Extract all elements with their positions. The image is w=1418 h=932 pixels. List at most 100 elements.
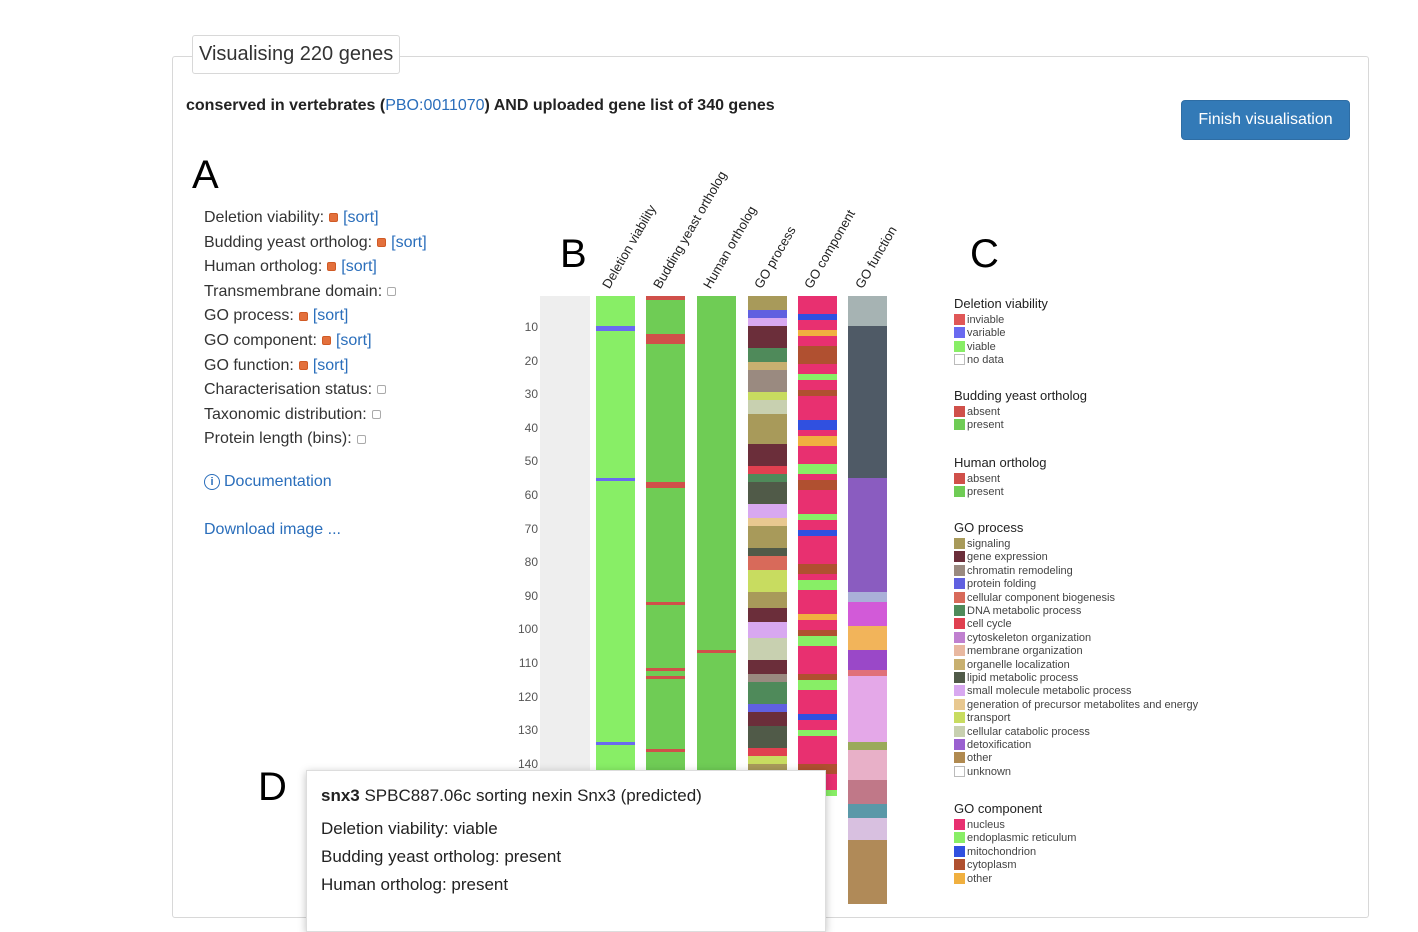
legend-item: present [954, 486, 1004, 499]
heatmap-cell [798, 396, 837, 414]
label-c: C [970, 232, 999, 276]
heatmap-cell [748, 400, 787, 414]
option-checkbox[interactable] [377, 385, 387, 395]
heatmap-cell [848, 650, 887, 670]
sort-link[interactable]: [sort] [391, 233, 427, 251]
sort-link[interactable]: [sort] [312, 356, 349, 374]
heatmap-cell [748, 660, 787, 674]
heatmap-cell [798, 696, 837, 714]
heatmap-cell [748, 504, 787, 518]
heatmap-cell [646, 749, 685, 752]
legend-item: small molecule metabolic process [954, 685, 1131, 698]
heatmap-cell [748, 414, 787, 436]
sort-link[interactable]: [sort] [312, 307, 349, 325]
heatmap-cell [798, 596, 837, 614]
heatmap-cell [748, 756, 787, 764]
heatmap-cell [798, 630, 837, 636]
legend-title: GO component [954, 801, 1043, 816]
heatmap-cell [798, 296, 837, 314]
heatmap-cell [748, 704, 787, 712]
row-tick-label: 10 [524, 320, 538, 334]
option-checkbox[interactable] [377, 237, 387, 247]
heatmap-cell [848, 840, 887, 904]
heatmap-cell [848, 602, 887, 626]
heatmap-cell [848, 780, 887, 804]
legend-item: nucleus [954, 819, 1005, 832]
download-image-link[interactable]: Download image ... [204, 521, 341, 538]
option-label: GO process: [204, 307, 294, 325]
legend-label: nucleus [967, 819, 1005, 831]
option-label: Human ortholog: [204, 258, 323, 276]
heatmap-cell [748, 622, 787, 630]
legend-item: mitochondrion [954, 845, 1036, 859]
heatmap-cell [798, 490, 837, 496]
option-checkbox[interactable] [371, 410, 381, 420]
legend-item: absent [954, 473, 1000, 486]
legend-label: other [967, 752, 993, 765]
row-tick-label: 90 [524, 588, 538, 603]
heatmap-cell [798, 420, 837, 430]
legend-swatch [954, 591, 965, 603]
heatmap-cell [646, 482, 685, 488]
legend-item: DNA metabolic process [954, 605, 1081, 618]
heatmap-cell [748, 630, 787, 638]
row-tick-label: 30 [524, 387, 538, 402]
legend-item: cell cycle [954, 618, 1012, 631]
finish-visualisation-button[interactable]: Finish visualisation [1181, 100, 1350, 140]
sort-link[interactable]: [sort] [341, 258, 377, 276]
sort-link[interactable]: [sort] [335, 332, 372, 349]
legend-swatch [954, 486, 965, 498]
query-prefix: conserved in vertebrates ( [186, 97, 386, 114]
label-a: A [192, 153, 219, 197]
legend-label: protein folding [967, 578, 1037, 591]
legend-item: gene expression [954, 551, 1048, 564]
heatmap-cell [646, 602, 685, 605]
query-description: conserved in vertebrates (PBO:0011070) A… [186, 97, 775, 115]
heatmap-cell [798, 580, 837, 590]
term-link[interactable]: PBO:0011070 [385, 97, 485, 114]
option-checkbox[interactable] [329, 213, 339, 223]
option-checkbox[interactable] [298, 311, 308, 321]
option-checkbox[interactable] [321, 336, 331, 346]
heatmap-cell [748, 310, 787, 318]
heatmap-cell [848, 670, 887, 676]
legend-item: lipid metabolic process [954, 672, 1078, 685]
legend-label: cellular catabolic process [967, 725, 1090, 738]
legend-item: present [954, 419, 1004, 432]
legend-swatch [954, 859, 965, 871]
label-b: B [560, 232, 587, 276]
legend-swatch [954, 752, 965, 764]
option-checkbox[interactable] [387, 287, 397, 297]
legend-label: DNA metabolic process [967, 605, 1082, 617]
heatmap-cell [848, 818, 887, 840]
heatmap-cell [748, 392, 787, 400]
option-label: Protein length (bins): [204, 430, 352, 448]
column-option: Transmembrane domain: [204, 283, 397, 301]
heatmap-cell [798, 330, 837, 336]
option-checkbox[interactable] [356, 434, 366, 444]
legend-swatch [954, 605, 965, 616]
legend-item: absent [954, 406, 1000, 419]
sort-link[interactable]: [sort] [343, 209, 379, 226]
heatmap-cell [748, 638, 787, 660]
heatmap-cell [798, 390, 837, 396]
legend-item: other [954, 752, 992, 765]
legend-item: other [954, 872, 992, 886]
option-checkbox[interactable] [298, 360, 308, 370]
legend-swatch [954, 685, 965, 697]
legend-title: Budding yeast ortholog [954, 388, 1087, 403]
heatmap-cell [798, 736, 837, 746]
documentation-link[interactable]: i Documentation [204, 473, 332, 491]
heatmap-cell [798, 590, 837, 596]
legend-swatch [954, 406, 965, 417]
column-option: GO process: [sort] [204, 307, 348, 325]
row-tick-label: 70 [524, 521, 538, 536]
legend-item: detoxification [954, 739, 1031, 752]
heatmap-cell [748, 348, 787, 362]
option-checkbox[interactable] [327, 262, 337, 272]
legend-swatch [954, 354, 965, 366]
option-label: GO component: [204, 332, 317, 349]
legend-item: organelle localization [954, 658, 1070, 672]
heatmap-cell [798, 730, 837, 736]
legend-swatch [954, 327, 965, 339]
